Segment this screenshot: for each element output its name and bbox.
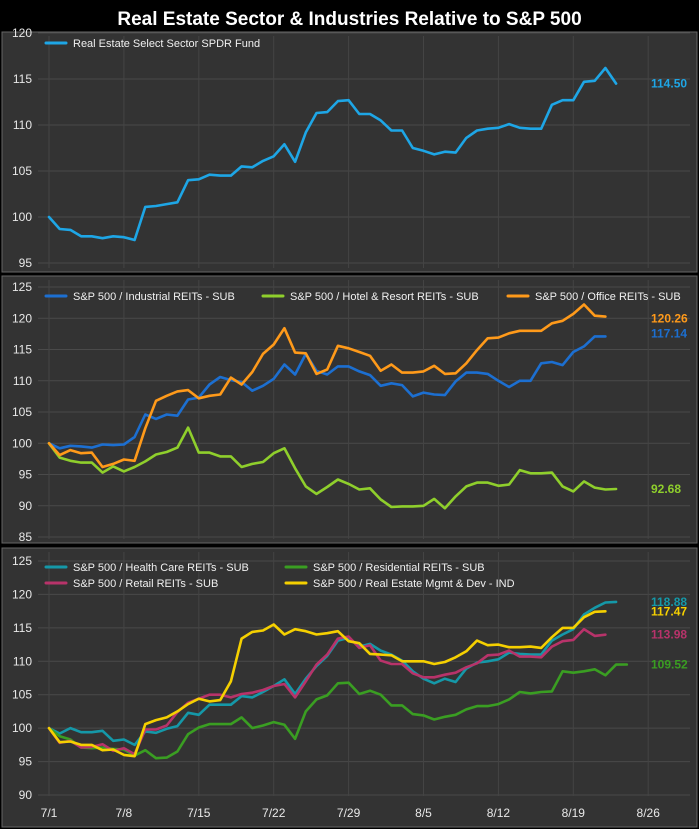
end-label-1-1: 114.50 bbox=[651, 77, 687, 91]
series-line-2-3 bbox=[47, 303, 607, 469]
x-tick-0: 7/1 bbox=[41, 806, 58, 820]
panel-1-y-tick-115: 115 bbox=[13, 72, 32, 86]
x-tick-4: 7/29 bbox=[337, 806, 361, 820]
panel-1-y-tick-95: 95 bbox=[19, 256, 33, 270]
panel-1-grid bbox=[38, 32, 690, 268]
panel-2-y-tick-85: 85 bbox=[19, 530, 33, 544]
panel-2-y-tick-125: 125 bbox=[12, 280, 32, 294]
end-label-2-1: 117.14 bbox=[651, 326, 687, 340]
panel-1-legend: Real Estate Select Sector SPDR Fund bbox=[44, 38, 260, 50]
panel-2-y-tick-110: 110 bbox=[13, 374, 32, 388]
panel-3-end-labels: 118.88 109.52 113.98 117.47 bbox=[651, 595, 688, 672]
panel-1-y-tick-100: 100 bbox=[12, 210, 32, 224]
legend-label-2-2: S&P 500 / Hotel & Resort REITs - SUB bbox=[290, 291, 479, 303]
panel-1-y-tick-105: 105 bbox=[12, 164, 32, 178]
panel-3-y-tick-115: 115 bbox=[13, 621, 32, 635]
legend-label-3-2: S&P 500 / Residential REITs - SUB bbox=[313, 562, 485, 574]
panel-3-y-tick-100: 100 bbox=[12, 721, 32, 735]
x-tick-2: 7/15 bbox=[187, 806, 211, 820]
series-line-1-1 bbox=[47, 66, 618, 242]
series-line-3-4 bbox=[47, 609, 607, 758]
panel-2-grid bbox=[38, 280, 690, 539]
panel-3-legend: S&P 500 / Health Care REITs - SUB S&P 500… bbox=[44, 562, 515, 590]
panel-3-y-tick-95: 95 bbox=[19, 755, 33, 769]
legend-label-3-4: S&P 500 / Real Estate Mgmt & Dev - IND bbox=[313, 578, 515, 590]
end-label-2-2: 92.68 bbox=[651, 482, 681, 496]
panel-1-end-labels: 114.50 bbox=[651, 77, 687, 91]
x-tick-1: 7/8 bbox=[116, 806, 133, 820]
panel-2: 85 90 95 100 105 110 115 120 125 S&P 500 / Indus… bbox=[1, 275, 698, 544]
x-axis-ticks: 7/17/87/157/227/298/58/128/198/269/29/9 bbox=[41, 806, 661, 820]
end-label-2-3: 120.26 bbox=[651, 312, 688, 326]
panel-2-y-tick-100: 100 bbox=[12, 436, 32, 450]
legend-label-1-1: Real Estate Select Sector SPDR Fund bbox=[73, 38, 260, 50]
panel-1-y-ticks: 95 100 105 110 115 120 bbox=[12, 26, 32, 270]
x-tick-7: 8/19 bbox=[562, 806, 586, 820]
panel-3-y-tick-110: 110 bbox=[13, 654, 32, 668]
end-label-3-4: 117.47 bbox=[651, 604, 687, 618]
panel-2-y-tick-120: 120 bbox=[12, 311, 32, 325]
panel-3-y-tick-90: 90 bbox=[19, 788, 33, 802]
panel-2-y-tick-115: 115 bbox=[13, 343, 32, 357]
series-line-2-1 bbox=[47, 335, 607, 450]
panel-3-y-tick-125: 125 bbox=[12, 554, 32, 568]
panel-2-legend: S&P 500 / Industrial REITs - SUB S&P 500 … bbox=[44, 291, 681, 303]
end-label-3-3: 113.98 bbox=[651, 628, 687, 642]
panel-1: 95 100 105 110 115 120 Real Estate Select Sec… bbox=[1, 26, 698, 273]
panel-3: 90 95 100 105 110 115 120 125 S&P 500 / Health … bbox=[1, 547, 698, 828]
x-tick-8: 8/26 bbox=[637, 806, 661, 820]
panel-2-frame bbox=[1, 275, 698, 544]
panel-2-y-tick-105: 105 bbox=[12, 405, 32, 419]
panel-2-series bbox=[47, 303, 618, 510]
chart-title: Real Estate Sector & Industries Relative… bbox=[117, 9, 581, 30]
series-line-3-2 bbox=[47, 663, 629, 760]
legend-label-3-3: S&P 500 / Retail REITs - SUB bbox=[73, 578, 218, 590]
end-label-3-2: 109.52 bbox=[651, 657, 688, 671]
legend-label-2-1: S&P 500 / Industrial REITs - SUB bbox=[73, 291, 235, 303]
panel-3-y-ticks: 90 95 100 105 110 115 120 125 bbox=[12, 554, 32, 802]
panel-3-grid bbox=[38, 552, 690, 796]
x-tick-5: 8/5 bbox=[415, 806, 432, 820]
legend-label-3-1: S&P 500 / Health Care REITs - SUB bbox=[73, 562, 249, 574]
panel-1-series bbox=[47, 66, 618, 242]
panel-1-frame bbox=[1, 31, 698, 273]
panel-3-y-tick-120: 120 bbox=[12, 587, 32, 601]
panel-2-y-ticks: 85 90 95 100 105 110 115 120 125 bbox=[12, 280, 32, 544]
end-label-3-1: 118.88 bbox=[651, 595, 687, 609]
panel-2-y-tick-90: 90 bbox=[19, 499, 33, 513]
panel-1-y-tick-120: 120 bbox=[12, 26, 32, 40]
panel-3-y-tick-105: 105 bbox=[12, 688, 32, 702]
panel-3-series bbox=[47, 600, 629, 760]
legend-label-2-3: S&P 500 / Office REITs - SUB bbox=[535, 291, 681, 303]
x-tick-3: 7/22 bbox=[262, 806, 286, 820]
x-tick-6: 8/12 bbox=[487, 806, 511, 820]
panel-1-y-tick-110: 110 bbox=[13, 118, 32, 132]
panel-2-end-labels: 117.14 92.68 120.26 bbox=[651, 312, 688, 496]
series-line-2-2 bbox=[47, 426, 618, 510]
panel-2-y-tick-95: 95 bbox=[19, 468, 33, 482]
